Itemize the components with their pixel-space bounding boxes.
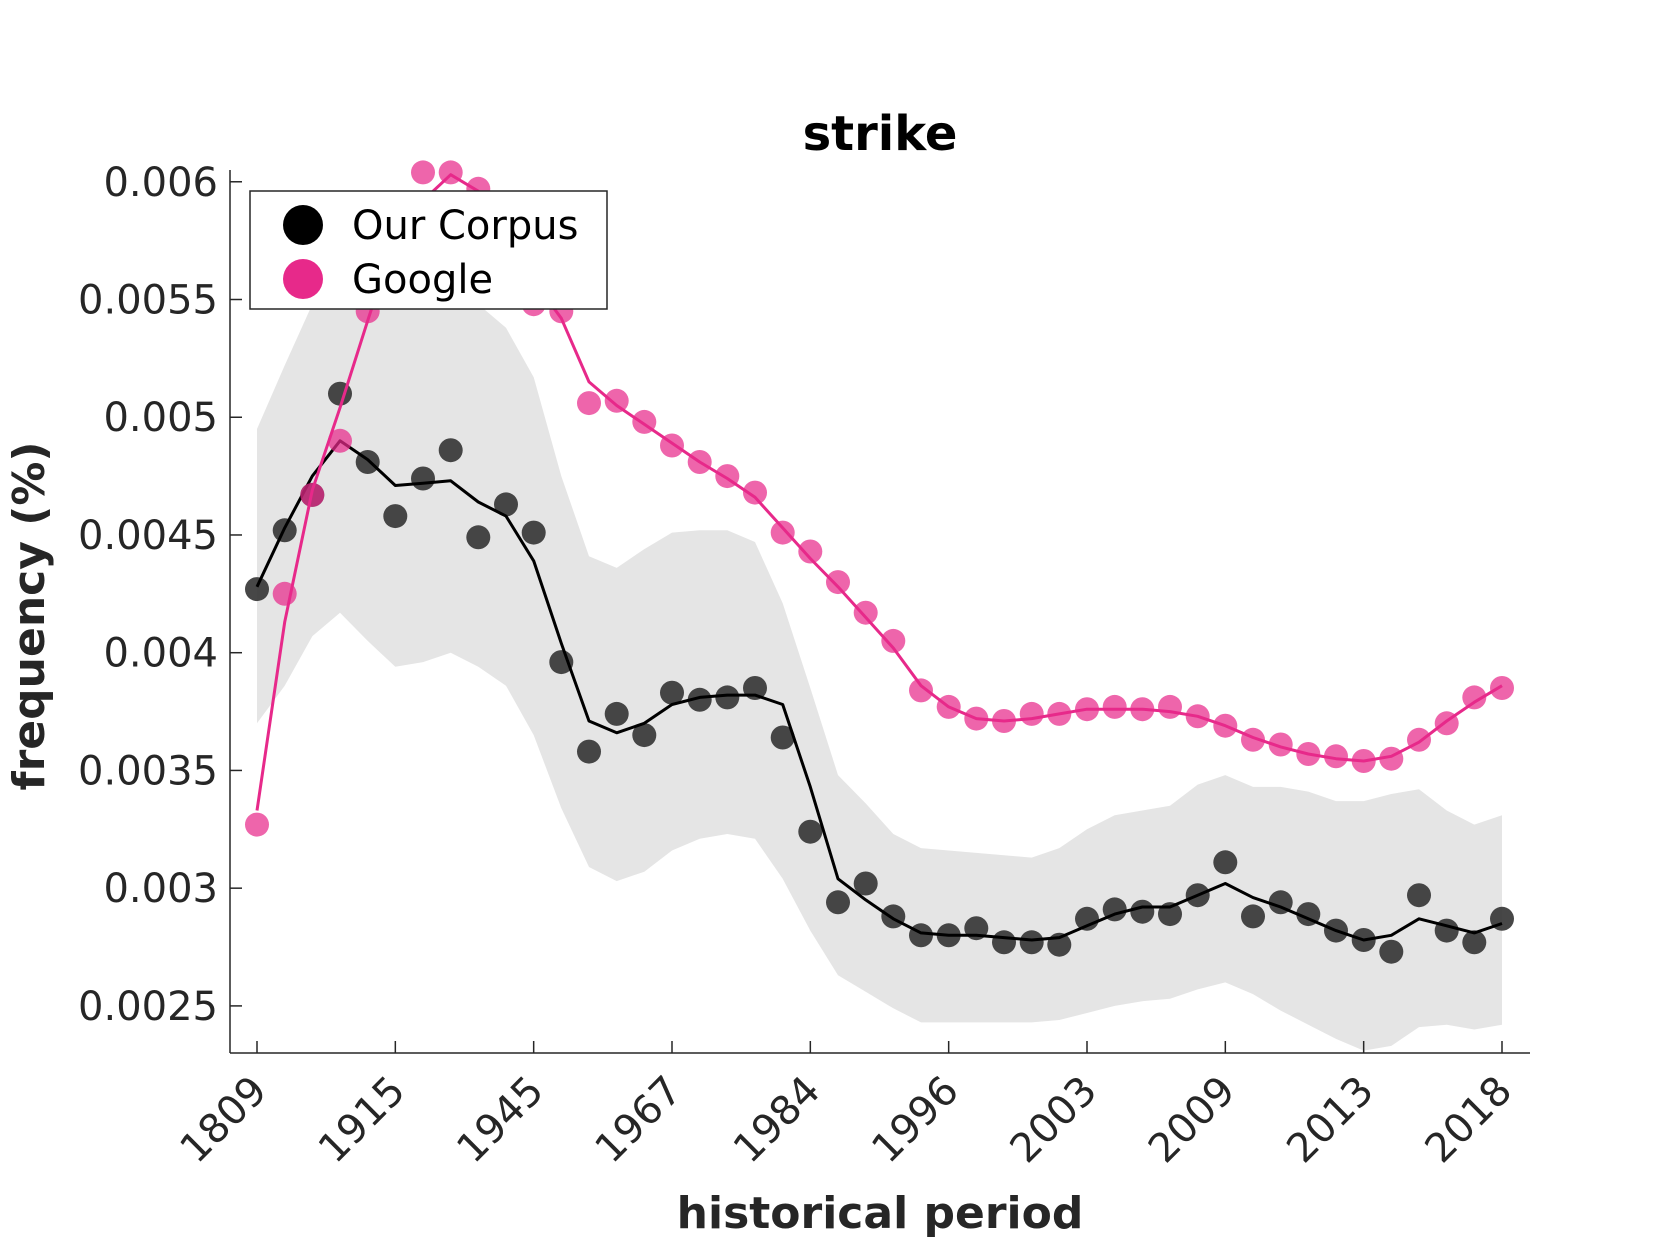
data-point-our-corpus bbox=[881, 904, 906, 929]
data-point-our-corpus bbox=[992, 930, 1016, 955]
data-point-our-corpus bbox=[1019, 930, 1044, 955]
data-point-google bbox=[1158, 694, 1182, 719]
data-point-our-corpus bbox=[909, 923, 933, 948]
x-axis-label: historical period bbox=[677, 1188, 1084, 1239]
data-point-google bbox=[770, 520, 795, 545]
data-point-google bbox=[1462, 685, 1487, 710]
y-tick-label: 0.0025 bbox=[78, 984, 218, 1030]
data-point-google bbox=[826, 570, 850, 595]
data-point-our-corpus bbox=[715, 685, 740, 710]
y-tick-label: 0.003 bbox=[103, 866, 218, 912]
plot-area bbox=[229, 160, 1530, 1054]
data-point-our-corpus bbox=[632, 723, 657, 748]
data-point-google bbox=[881, 628, 906, 653]
data-point-our-corpus bbox=[521, 520, 546, 545]
data-point-google bbox=[604, 388, 629, 413]
data-point-our-corpus bbox=[438, 438, 463, 463]
data-point-google bbox=[1324, 744, 1348, 769]
data-point-google bbox=[328, 428, 352, 453]
data-point-our-corpus bbox=[826, 890, 850, 915]
data-point-google bbox=[1490, 676, 1514, 700]
confidence-band-area bbox=[257, 250, 1502, 1051]
data-point-our-corpus bbox=[466, 525, 491, 550]
data-point-our-corpus bbox=[660, 680, 684, 705]
legend: Our Corpus Google bbox=[249, 190, 608, 310]
legend-marker-our-corpus bbox=[283, 205, 323, 245]
data-point-google bbox=[1407, 727, 1431, 752]
series-our-corpus bbox=[245, 381, 1514, 964]
series-google bbox=[245, 160, 1514, 837]
series-line-google bbox=[255, 173, 1503, 811]
data-point-our-corpus bbox=[494, 492, 518, 517]
legend-label-our-corpus: Our Corpus bbox=[352, 203, 578, 249]
axes bbox=[229, 170, 1530, 1054]
data-point-our-corpus bbox=[687, 687, 712, 712]
data-point-google bbox=[245, 812, 269, 837]
data-point-our-corpus bbox=[1213, 850, 1238, 875]
data-point-google bbox=[743, 480, 767, 505]
data-point-our-corpus bbox=[604, 701, 629, 726]
data-point-google bbox=[411, 160, 435, 185]
data-point-our-corpus bbox=[1130, 899, 1155, 924]
legend-marker-google bbox=[283, 259, 323, 299]
data-point-google bbox=[577, 391, 601, 416]
data-point-our-corpus bbox=[798, 819, 823, 844]
data-point-google bbox=[1268, 732, 1293, 757]
data-point-our-corpus bbox=[770, 725, 795, 750]
y-tick-label: 0.006 bbox=[103, 160, 218, 206]
legend-label-google: Google bbox=[352, 257, 493, 303]
y-tick-label: 0.005 bbox=[103, 395, 218, 441]
confidence-band bbox=[257, 250, 1502, 1051]
data-point-our-corpus bbox=[1462, 930, 1487, 955]
data-point-google bbox=[853, 600, 878, 625]
data-point-our-corpus bbox=[1407, 883, 1431, 908]
data-point-google bbox=[798, 539, 823, 564]
data-point-google bbox=[909, 678, 933, 703]
y-tick-label: 0.0045 bbox=[78, 513, 218, 559]
data-point-our-corpus bbox=[383, 504, 408, 529]
y-tick-label: 0.0055 bbox=[78, 278, 218, 324]
series-layer bbox=[245, 160, 1514, 964]
y-tick-label: 0.0035 bbox=[78, 748, 218, 794]
y-axis-ticks: 0.0025 0.003 0.0035 0.004 0.0045 0.005 0.0055 0… bbox=[78, 160, 242, 1030]
data-point-google bbox=[1102, 694, 1127, 719]
data-point-our-corpus bbox=[853, 871, 878, 896]
data-point-our-corpus bbox=[245, 577, 269, 602]
chart-title: strike bbox=[803, 106, 958, 162]
data-point-google bbox=[1019, 701, 1044, 726]
data-point-our-corpus bbox=[411, 466, 435, 491]
data-point-our-corpus bbox=[577, 739, 601, 764]
data-point-our-corpus bbox=[1379, 939, 1404, 964]
y-axis-label: frequency (%) bbox=[4, 441, 55, 790]
series-line-our-corpus bbox=[255, 439, 1503, 942]
y-tick-label: 0.004 bbox=[103, 631, 218, 677]
data-point-our-corpus bbox=[1241, 904, 1265, 929]
